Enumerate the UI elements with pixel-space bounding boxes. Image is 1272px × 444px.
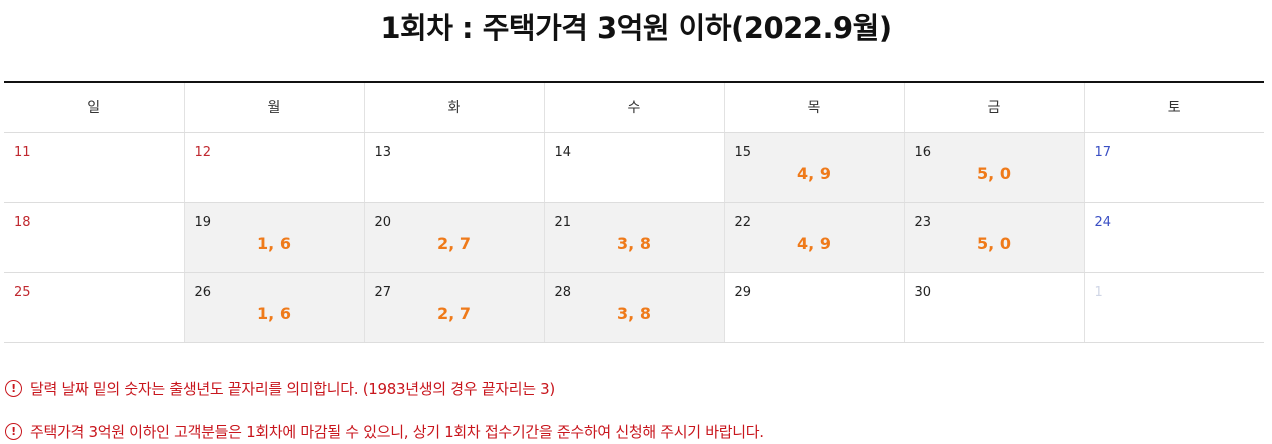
weekday-header-row: 일 월 화 수 목 금 토 (4, 82, 1264, 133)
day-number: 12 (194, 144, 212, 160)
notice-text: 달력 날짜 밑의 숫자는 출생년도 끝자리를 의미합니다. (1983년생의 경… (30, 380, 555, 398)
day-number: 14 (554, 144, 572, 160)
day-number: 29 (734, 284, 752, 300)
day-number: 22 (734, 214, 752, 230)
calendar-day-cell: 12 (183, 132, 364, 203)
calendar-day-cell: 13 (363, 132, 544, 203)
weekday-thu: 목 (723, 82, 904, 133)
calendar-day-cell: 19 1, 6 (183, 202, 364, 273)
weekday-mon: 월 (183, 82, 364, 133)
birth-year-digits: 4, 9 (797, 233, 831, 253)
day-number: 13 (374, 144, 392, 160)
calendar-day-cell: 27 2, 7 (363, 272, 544, 343)
day-number: 23 (914, 214, 932, 230)
calendar-day-cell: 14 (543, 132, 724, 203)
calendar-day-cell: 15 4, 9 (723, 132, 904, 203)
calendar-day-cell: 26 1, 6 (183, 272, 364, 343)
notice-line: ! 달력 날짜 밑의 숫자는 출생년도 끝자리를 의미합니다. (1983년생의… (5, 378, 555, 399)
day-number: 28 (554, 284, 572, 300)
calendar-day-cell: 18 (4, 202, 184, 273)
day-number: 16 (914, 144, 932, 160)
day-number: 15 (734, 144, 752, 160)
notice-line: ! 주택가격 3억원 이하인 고객분들은 1회차에 마감될 수 있으니, 상기 … (5, 421, 764, 442)
day-number: 19 (194, 214, 212, 230)
birth-year-digits: 1, 6 (257, 303, 291, 323)
day-number: 21 (554, 214, 572, 230)
calendar-day-cell: 24 (1083, 202, 1264, 273)
birth-year-digits: 3, 8 (617, 233, 651, 253)
weekday-sat: 토 (1083, 82, 1264, 133)
calendar-table: 일 월 화 수 목 금 토 11 12 13 14 (4, 81, 1264, 343)
exclamation-circle-icon: ! (5, 380, 22, 397)
calendar-day-cell: 21 3, 8 (543, 202, 724, 273)
calendar-week-row: 18 19 1, 6 20 2, 7 21 3, 8 22 4, 9 (4, 202, 1264, 273)
day-number: 30 (914, 284, 932, 300)
calendar-day-cell: 28 3, 8 (543, 272, 724, 343)
notice-text: 주택가격 3억원 이하인 고객분들은 1회차에 마감될 수 있으니, 상기 1회… (30, 423, 764, 441)
calendar-day-cell: 20 2, 7 (363, 202, 544, 273)
day-number: 17 (1094, 144, 1112, 160)
page-title: 1회차 : 주택가격 3억원 이하(2022.9월) (380, 11, 892, 45)
day-number: 26 (194, 284, 212, 300)
weekday-wed: 수 (543, 82, 724, 133)
calendar-day-cell: 23 5, 0 (903, 202, 1084, 273)
day-number: 25 (14, 284, 31, 300)
calendar-week-row: 11 12 13 14 15 4, 9 16 5, 0 (4, 132, 1264, 203)
calendar-day-cell: 16 5, 0 (903, 132, 1084, 203)
birth-year-digits: 3, 8 (617, 303, 651, 323)
exclamation-circle-icon: ! (5, 423, 22, 440)
calendar-day-cell: 11 (4, 132, 184, 203)
birth-year-digits: 1, 6 (257, 233, 291, 253)
birth-year-digits: 4, 9 (797, 163, 831, 183)
birth-year-digits: 2, 7 (437, 233, 471, 253)
calendar-day-cell: 30 (903, 272, 1084, 343)
day-number: 27 (374, 284, 392, 300)
day-number: 11 (14, 144, 31, 160)
weekday-sun: 일 (4, 82, 184, 133)
weekday-fri: 금 (903, 82, 1084, 133)
birth-year-digits: 2, 7 (437, 303, 471, 323)
calendar-day-cell: 25 (4, 272, 184, 343)
weekday-tue: 화 (363, 82, 544, 133)
calendar-day-cell: 29 (723, 272, 904, 343)
birth-year-digits: 5, 0 (977, 233, 1011, 253)
calendar-day-cell: 22 4, 9 (723, 202, 904, 273)
calendar-day-cell: 17 (1083, 132, 1264, 203)
birth-year-digits: 5, 0 (977, 163, 1011, 183)
calendar-week-row: 25 26 1, 6 27 2, 7 28 3, 8 29 (4, 272, 1264, 343)
day-number: 24 (1094, 214, 1112, 230)
day-number: 18 (14, 214, 31, 230)
day-number: 1 (1094, 284, 1103, 300)
day-number: 20 (374, 214, 392, 230)
calendar-day-cell: 1 (1083, 272, 1264, 343)
